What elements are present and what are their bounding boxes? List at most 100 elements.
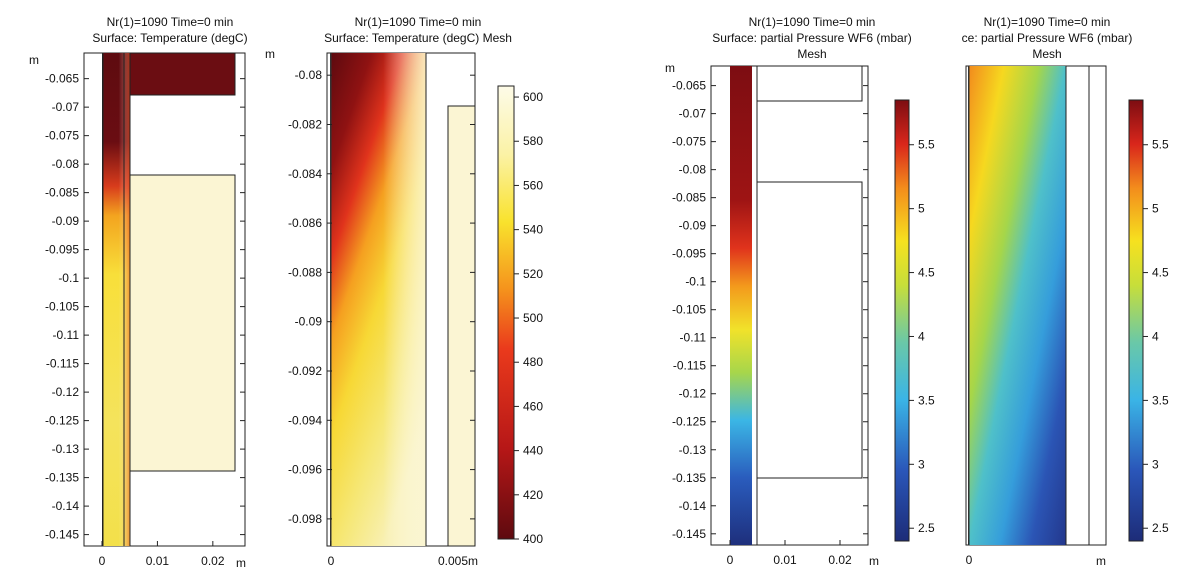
p1-ytick-label: -0.07 [52,100,80,114]
p3-ytick-label: -0.065 [672,79,706,93]
p2-ytick-label: -0.084 [288,167,322,181]
p2-gap-channel-edge [331,53,426,546]
p3-ytick-label: -0.09 [679,219,707,233]
p2-x-ticks: 0 [328,541,335,568]
p4-wall [968,66,970,545]
p2-cbtick-label: 520 [523,267,543,281]
p3-ytick-label: -0.135 [672,471,706,485]
p2-ytick-label: -0.092 [288,364,322,378]
p1-subtitle: Surface: Temperature (degC) [92,31,247,45]
p2-ytick-label: -0.096 [288,463,322,477]
p2-ytick-label: -0.08 [295,68,323,82]
p1-ylabel: m [29,53,39,67]
p3-cbtick-label: 3.5 [918,393,935,407]
p3-gap-channel [730,66,752,545]
p1-ytick-label: -0.12 [52,385,80,399]
p3-xlabel: m [869,554,879,568]
p2-cbtick-label: 480 [523,355,543,369]
p2-wall [330,53,332,546]
p2-ylabel: m [265,47,275,61]
p3-x-ticks: 0 0.01 0.02 [727,540,852,567]
p2-y-ticks: -0.08 -0.082 -0.084 -0.086 -0.088 -0.09 -0.092… [288,68,475,526]
p2-ytick-label: -0.086 [288,216,322,230]
p2-cbtick-label: 460 [523,399,543,413]
p1-wall [102,53,104,546]
p2-colorbar [497,85,515,540]
p1-ytick-label: -0.115 [46,357,79,371]
p2-subtitle: Surface: Temperature (degC) Mesh [324,31,512,45]
p4-xlabel: m [1096,554,1106,568]
p2-title: Nr(1)=1090 Time=0 min [355,15,482,29]
p1-ytick-label: -0.14 [52,499,80,513]
p2-ytick-label: -0.082 [288,117,322,131]
p3-ytick-label: -0.095 [672,247,706,261]
p3-ytick-label: -0.08 [679,163,707,177]
panel-3: Nr(1)=1090 Time=0 min Surface: partial P… [665,15,935,568]
p4-cbtick-label: 5.5 [1152,138,1169,152]
p1-y-ticks: -0.065 -0.07 -0.075 -0.08 -0.085 -0.09 -0.095 -… [45,72,245,542]
p4-cbtick-label: 2.5 [1152,521,1169,535]
p4-gap-channel [969,66,1066,545]
p2-cbtick-label: 420 [523,488,543,502]
p1-ytick-label: -0.125 [45,414,79,428]
p1-ytick-label: -0.095 [45,243,79,257]
p1-ytick-label: -0.085 [45,186,79,200]
p3-xtick-label: 0 [727,553,734,567]
p2-cbtick-label: 500 [523,311,543,325]
p3-ytick-label: -0.145 [672,527,706,541]
p4-title: Nr(1)=1090 Time=0 min [984,15,1111,29]
p3-xtick-label: 0.02 [828,553,852,567]
p3-ytick-label: -0.075 [672,135,706,149]
p3-wafer-block [756,181,863,479]
p3-ytick-label: -0.1 [685,275,706,289]
p3-subtitle: Surface: partial Pressure WF6 (mbar) [712,31,911,45]
p2-ytick-label: -0.088 [288,265,322,279]
p4-cbtick-label: 4.5 [1152,266,1169,280]
p3-y-ticks: -0.065 -0.07 -0.075 -0.08 -0.085 -0.09 -0.095 -… [672,79,868,541]
p1-ytick-label: -0.075 [45,129,79,143]
p4-subtitle: ce: partial Pressure WF6 (mbar) [962,31,1133,45]
p2-cbtick-label: 600 [523,90,543,104]
p4-cbtick-label: 4 [1152,329,1159,343]
p3-ytick-label: -0.13 [679,443,707,457]
p4-colorbar-ticks: 2.5 3 3.5 4 4.5 5 5.5 [1143,138,1169,535]
p1-ytick-label: -0.105 [45,300,79,314]
p2-ytick-label: -0.09 [295,315,323,329]
p4-cbtick-label: 3 [1152,457,1159,471]
p3-colorbar-ticks: 2.5 3 3.5 4 4.5 5 5.5 [909,138,935,535]
p3-ytick-label: -0.14 [679,499,707,513]
p3-cbtick-label: 5.5 [918,138,935,152]
p2-cbtick-label: 560 [523,178,543,192]
p1-xtick-label: 0.01 [146,554,170,568]
p4-x-ticks: 0 [966,540,973,567]
p3-xtick-label: 0.01 [773,553,797,567]
p3-ytick-label: -0.07 [679,107,707,121]
p1-wafer-block [129,174,236,472]
p3-ylabel: m [665,61,675,75]
p1-ytick-label: -0.11 [53,328,80,342]
p2-x-end-label: 0.005m [438,554,478,568]
p4-colorbar [1128,99,1144,542]
p3-cbtick-label: 2.5 [918,521,935,535]
p2-cbtick-label: 400 [523,532,543,546]
p1-ytick-label: -0.08 [52,157,80,171]
p1-title: Nr(1)=1090 Time=0 min [107,15,234,29]
panel-2: Nr(1)=1090 Time=0 min Surface: Temperatu… [265,15,543,568]
p3-ytick-label: -0.115 [673,359,706,373]
p1-xtick-label: 0 [99,554,106,568]
p3-top-block [756,65,863,102]
p3-ytick-label: -0.12 [679,387,707,401]
p3-ytick-label: -0.085 [672,191,706,205]
p3-subtitle-2: Mesh [797,47,826,61]
p1-ytick-label: -0.135 [45,471,79,485]
p4-cbtick-label: 3.5 [1152,393,1169,407]
p2-cbtick-label: 540 [523,223,543,237]
p2-xtick-label: 0 [328,554,335,568]
p1-xtick-label: 0.02 [201,554,225,568]
p3-ytick-label: -0.11 [680,331,707,345]
p1-ytick-label: -0.09 [52,214,80,228]
p2-cbtick-label: 580 [523,134,543,148]
p1-ytick-label: -0.145 [45,528,79,542]
p3-cbtick-label: 4 [918,329,925,343]
p1-ytick-label: -0.13 [52,442,80,456]
